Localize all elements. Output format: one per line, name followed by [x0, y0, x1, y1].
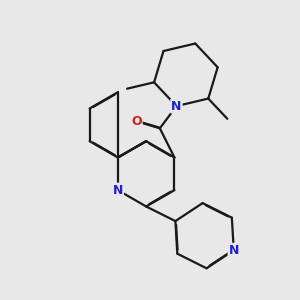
Text: N: N: [171, 100, 182, 112]
Text: N: N: [229, 244, 239, 257]
Text: N: N: [113, 184, 123, 197]
Text: O: O: [131, 115, 142, 128]
